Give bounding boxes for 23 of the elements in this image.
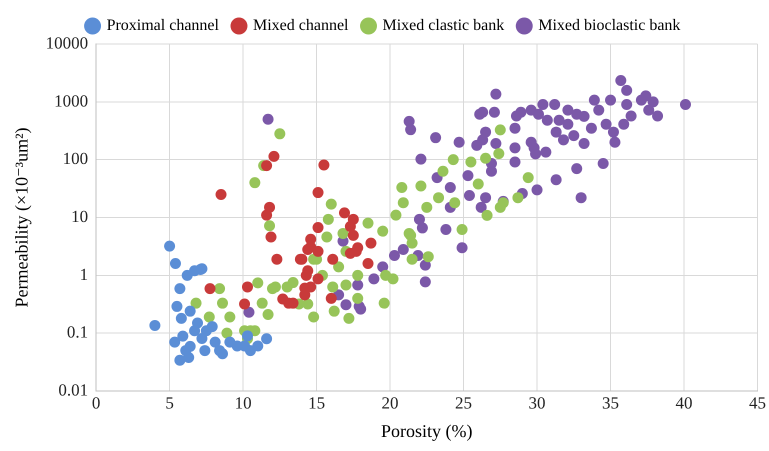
y-tick-label: 1000 <box>54 91 88 110</box>
x-axis-title: Porosity (%) <box>381 420 473 441</box>
y-tick-label: 10 <box>71 206 88 226</box>
legend-label: Proximal channel <box>106 17 220 34</box>
x-tick-label: 5 <box>165 394 174 413</box>
x-tick-label: 30 <box>528 394 546 413</box>
legend-label: Mixed bioclastic bank <box>538 17 680 34</box>
x-tick-label: 35 <box>602 394 620 413</box>
x-tick-label: 10 <box>234 394 252 413</box>
y-tick-label: 100 <box>62 149 88 168</box>
y-tick-label: 10000 <box>46 33 88 52</box>
x-tick-label: 20 <box>382 394 399 413</box>
y-tick-label: 0.01 <box>58 380 88 400</box>
x-tick-label: 25 <box>455 394 472 413</box>
x-tick-label: 45 <box>749 394 766 413</box>
y-tick-label: 0.1 <box>66 322 88 342</box>
legend-label: Mixed channel <box>252 17 350 34</box>
x-tick-label: 15 <box>308 394 326 413</box>
y-tick-label: 1 <box>80 264 88 284</box>
legend-label: Mixed clastic bank <box>382 17 504 34</box>
x-tick-label: 40 <box>676 394 693 413</box>
y-axis-title: Permeability (×10⁻³um²) <box>12 128 32 308</box>
x-tick-label: 0 <box>92 394 100 413</box>
